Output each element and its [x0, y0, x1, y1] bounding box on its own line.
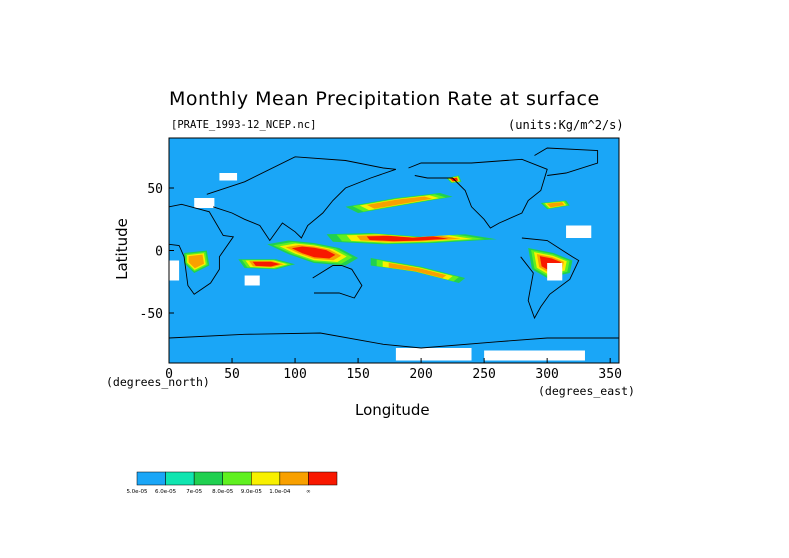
missing-data-patch — [547, 263, 563, 281]
colorbar-label: 8.0e-05 — [212, 489, 234, 495]
map-background — [169, 138, 619, 363]
coastline-australia — [312, 265, 363, 299]
missing-data-patch — [219, 173, 238, 181]
colorbar-swatch — [193, 471, 223, 486]
y-tick-label: 0 — [155, 245, 163, 260]
colorbar-label: ∞ — [306, 489, 311, 495]
precipitation-regions — [169, 173, 592, 361]
missing-data-patch — [566, 225, 592, 238]
x-tick-label: 50 — [224, 367, 240, 382]
coastline-greenland — [534, 147, 599, 176]
coastline-eurasia-east — [206, 156, 397, 242]
colorbar-swatch — [136, 471, 166, 486]
x-tick-label: 250 — [472, 367, 495, 382]
coastline-africa — [169, 203, 235, 295]
units-label: (units:Kg/m^2/s) — [508, 118, 624, 132]
precip-region-central-africa-level-5 — [188, 254, 204, 269]
x-tick-label: 200 — [409, 367, 432, 382]
y-units-note: (degrees_north) — [106, 375, 210, 389]
chart-title: Monthly Mean Precipitation Rate at surfa… — [169, 88, 600, 110]
colorbar-swatch — [165, 471, 195, 486]
precip-region-itcz-main-level-6 — [366, 235, 449, 242]
coastline-north-america — [408, 158, 548, 229]
x-tick-label: 100 — [283, 367, 306, 382]
x-tick-label: 0 — [165, 367, 173, 382]
precip-region-spcz-level-5 — [388, 262, 447, 279]
precip-region-north-atlantic-storm-level-5 — [546, 202, 565, 208]
x-tick-label: 350 — [598, 367, 621, 382]
x-axis-label: Longitude — [355, 401, 430, 419]
precip-region-maritime-continent-level-6 — [291, 246, 336, 259]
x-tick-label: 300 — [535, 367, 558, 382]
coastline-antarctica — [169, 332, 619, 349]
missing-data-patch — [194, 198, 215, 208]
source-file-label: [PRATE_1993-12_NCEP.nc] — [171, 119, 317, 131]
colorbar-swatch — [279, 471, 309, 486]
colorbar-label: 7e-05 — [186, 489, 202, 495]
missing-data-patch — [395, 348, 472, 361]
y-tick-label: -50 — [140, 307, 163, 322]
coastlines — [169, 147, 619, 349]
precipitation-map — [169, 138, 619, 363]
missing-data-patch — [169, 260, 180, 281]
colorbar-label: 1.0e-04 — [269, 489, 291, 495]
colorbar-swatch — [222, 471, 252, 486]
x-units-note: (degrees_east) — [538, 384, 635, 398]
missing-data-patch — [244, 275, 260, 286]
missing-data-patch — [484, 350, 585, 361]
precip-region-indian-ocean-south-level-6 — [252, 261, 280, 267]
x-tick-label: 150 — [346, 367, 369, 382]
precip-region-north-pacific-storm-level-5 — [366, 196, 433, 209]
coastline-south-america — [520, 237, 580, 320]
colorbar: 5.0e-05 6.0e-05 7e-05 8.0e-05 9.0e-05 1.0e-04… — [126, 471, 338, 495]
y-axis: -50 0 50 — [140, 182, 174, 322]
y-tick-label: 50 — [147, 182, 163, 197]
y-axis-label: Latitude — [113, 218, 131, 280]
colorbar-label: 9.0e-05 — [241, 489, 263, 495]
x-axis: 0 50 100 150 200 250 300 350 — [165, 358, 622, 382]
colorbar-label: 5.0e-05 — [126, 489, 148, 495]
colorbar-label: 6.0e-05 — [155, 489, 177, 495]
colorbar-swatch — [308, 471, 338, 486]
colorbar-swatch — [251, 471, 281, 486]
